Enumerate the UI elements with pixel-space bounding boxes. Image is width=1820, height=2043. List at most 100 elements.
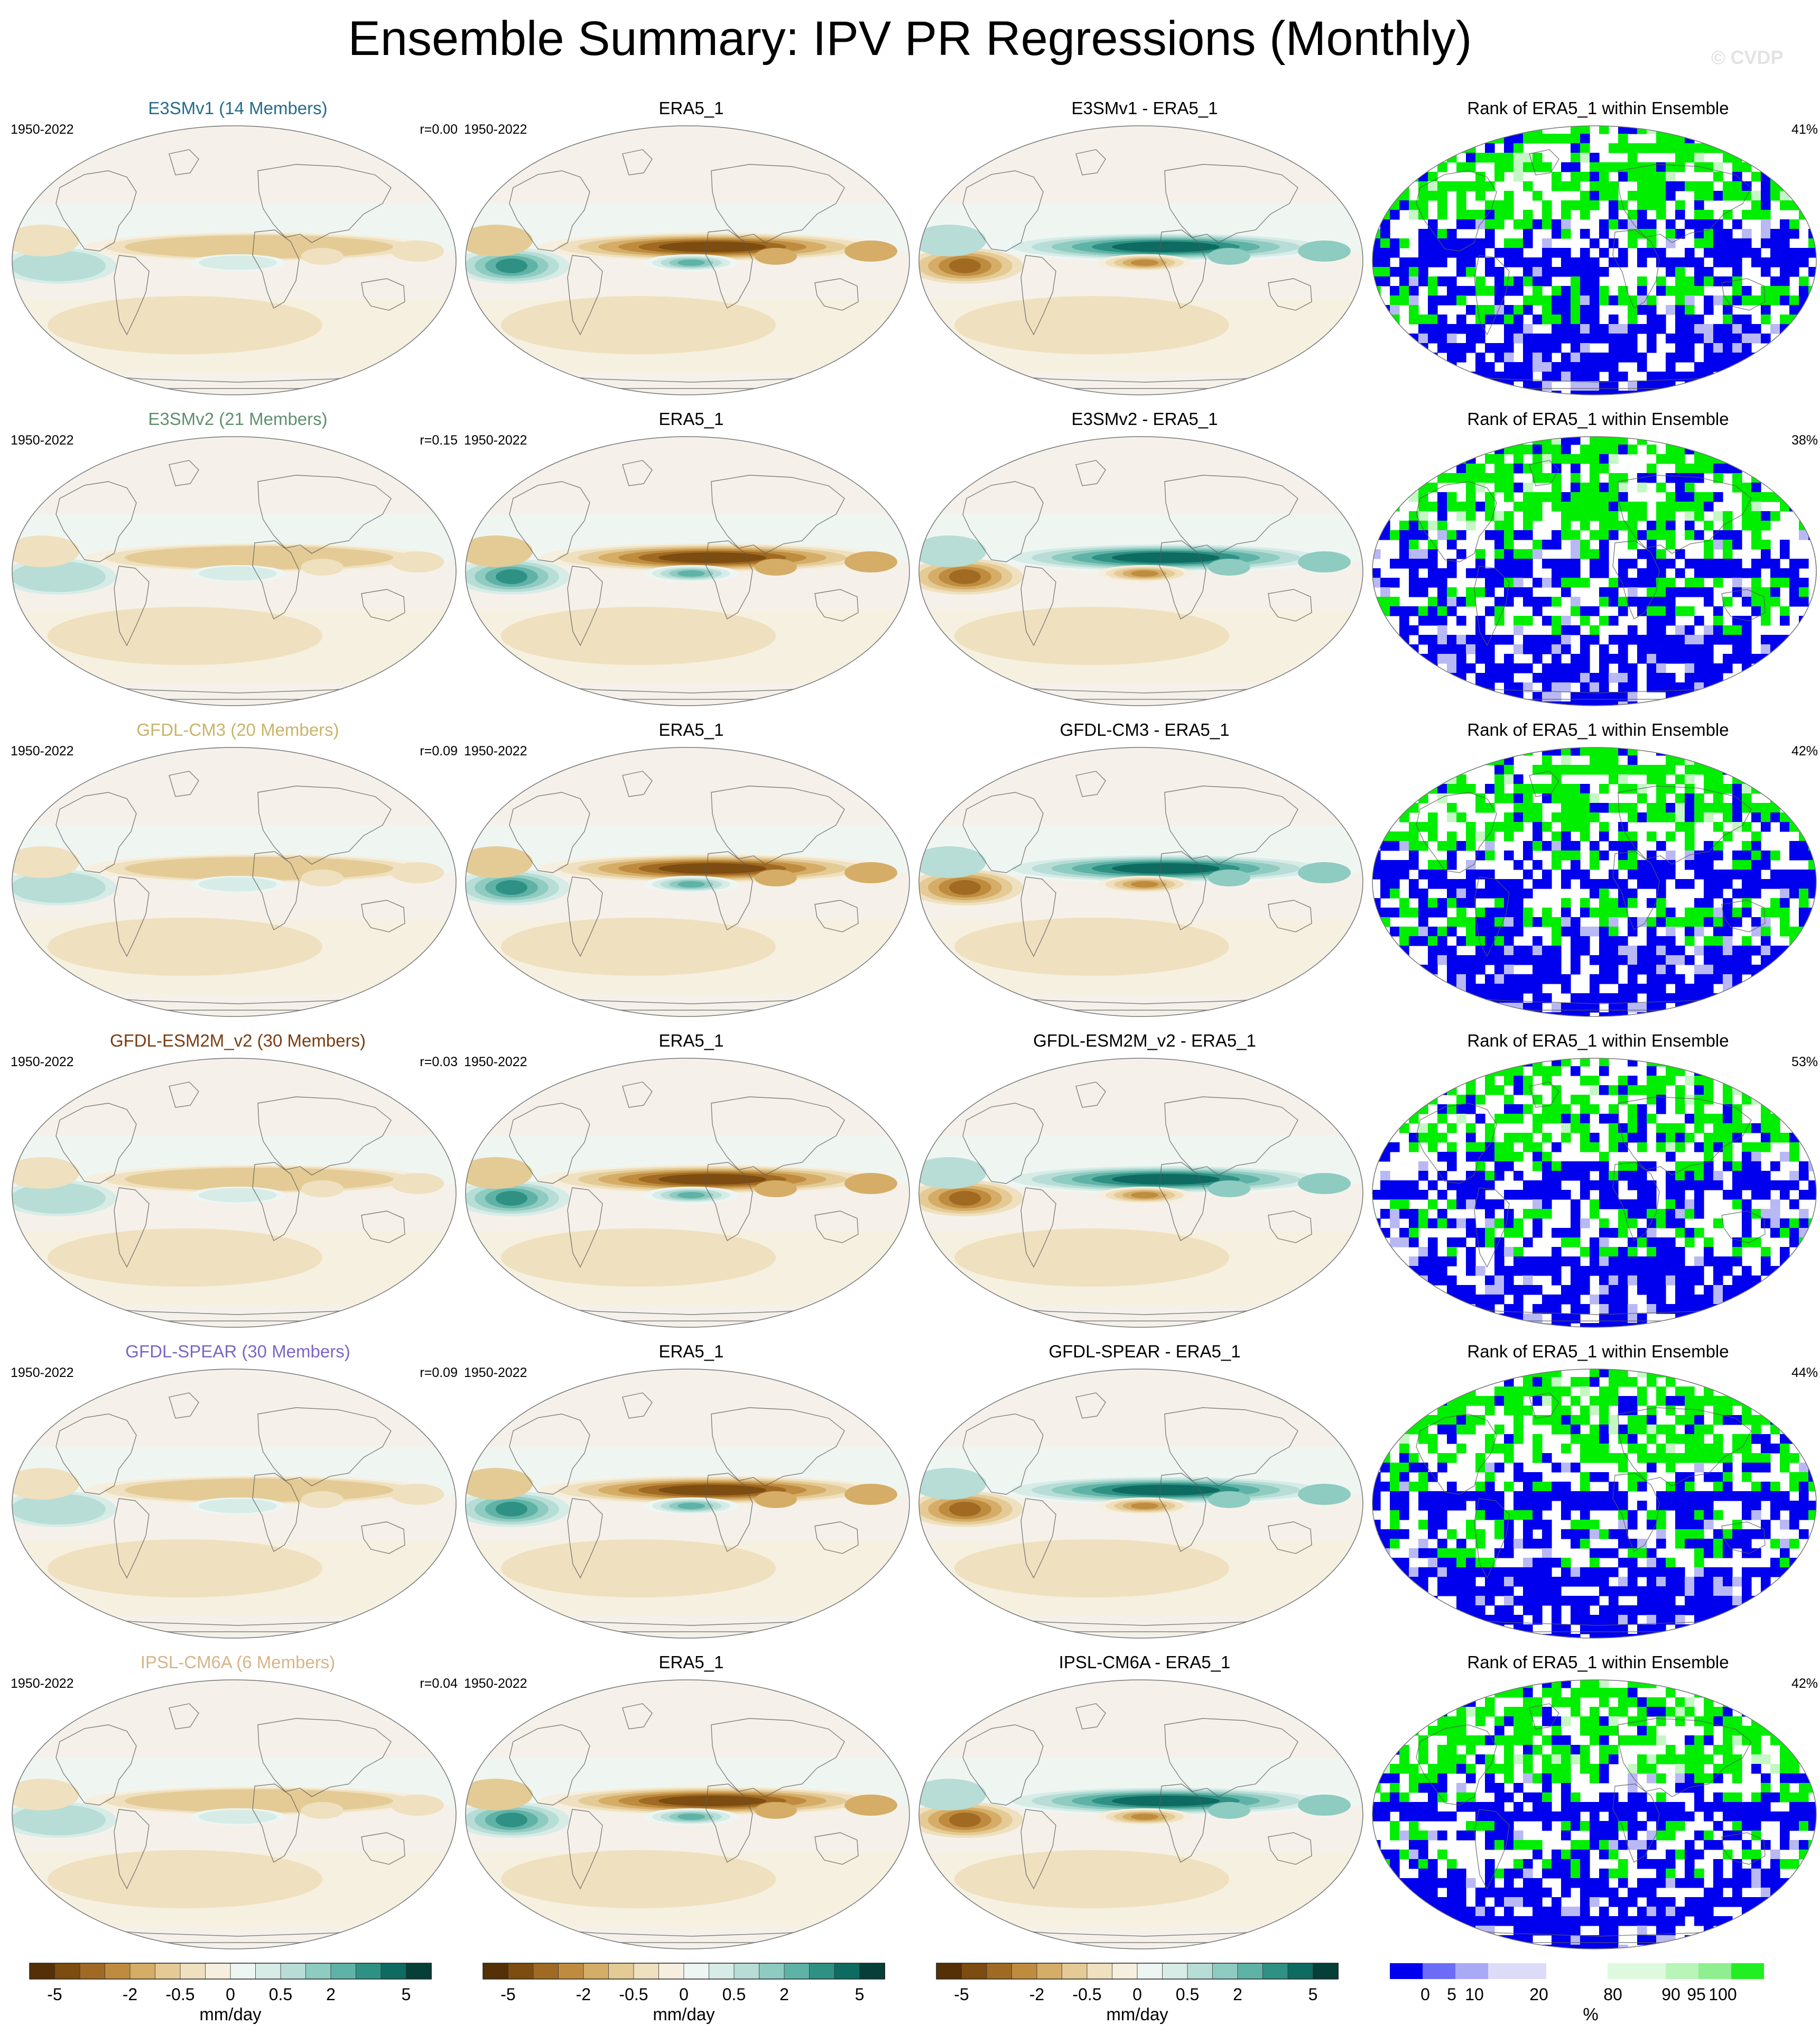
- panel-title: IPSL-CM6A (6 Members): [140, 1652, 336, 1672]
- map-panel-2-obs: ERA5_1 1950-2022: [464, 409, 918, 720]
- colorbar-bin: [809, 1963, 835, 1980]
- panel-title: IPSL-CM6A - ERA5_1: [1058, 1652, 1231, 1672]
- map-rank: [1372, 436, 1817, 706]
- map-rank: [1372, 125, 1817, 395]
- map-panel-3-obs: ERA5_1 1950-2022: [464, 719, 918, 1031]
- colorbar-bin: [105, 1963, 131, 1980]
- panel-title: ERA5_1: [658, 1652, 724, 1672]
- rank-tick-label: 100: [1708, 1985, 1737, 2004]
- rank-percent: 38%: [1791, 433, 1818, 448]
- map-panel-5-diff: GFDL-SPEAR - ERA5_1: [917, 1341, 1372, 1653]
- pattern-correlation: r=0.04: [420, 1676, 458, 1691]
- panel-title: Rank of ERA5_1 within Ensemble: [1467, 1342, 1729, 1361]
- colorbar-tick-label: 5: [402, 1985, 411, 2004]
- watermark: © CVDP: [1711, 47, 1784, 68]
- colorbar-pr-1: -5 -2 -0.5 0 0.5 2 5 mm/day: [11, 1961, 444, 2040]
- colorbar-bin: [230, 1963, 256, 1980]
- pattern-correlation: r=0.09: [420, 744, 458, 759]
- period-label: 1950-2022: [11, 1055, 74, 1069]
- colorbar-bin: [1287, 1963, 1314, 1980]
- colorbar-bin: [29, 1963, 55, 1980]
- panel-title: GFDL-ESM2M_v2 - ERA5_1: [1033, 1031, 1256, 1050]
- map-diff: [918, 1369, 1363, 1639]
- colorbar-bin: [936, 1963, 962, 1980]
- map-panel-5-rank: Rank of ERA5_1 within Ensemble 44%: [1371, 1341, 1820, 1653]
- colorbar-bin: [356, 1963, 382, 1980]
- colorbar-bin: [1237, 1963, 1264, 1980]
- rank-colorbar-bin: [1455, 1963, 1488, 1979]
- pattern-correlation: r=0.15: [420, 433, 458, 448]
- panel-title: GFDL-CM3 - ERA5_1: [1060, 720, 1230, 739]
- figure-title: Ensemble Summary: IPV PR Regressions (Mo…: [348, 12, 1472, 66]
- rank-colorbar-bin: [1390, 1963, 1423, 1979]
- map-panel-3-diff: GFDL-CM3 - ERA5_1: [917, 719, 1372, 1031]
- map-panel-5-model: GFDL-SPEAR (30 Members) 1950-2022 r=0.09: [11, 1341, 465, 1653]
- period-label: 1950-2022: [464, 433, 527, 448]
- panel-title: Rank of ERA5_1 within Ensemble: [1467, 1031, 1729, 1050]
- colorbar-tick-label: -2: [576, 1985, 591, 2004]
- colorbar-bin: [380, 1963, 407, 1980]
- map-panel-1-rank: Rank of ERA5_1 within Ensemble 41%: [1371, 98, 1820, 410]
- map-panel-4-obs: ERA5_1 1950-2022: [464, 1030, 918, 1342]
- map-panel-1-model: E3SMv1 (14 Members) 1950-2022 r=0.00: [11, 98, 465, 410]
- panel-title: Rank of ERA5_1 within Ensemble: [1467, 409, 1729, 429]
- colorbar-tick-label: 2: [779, 1985, 789, 2004]
- map-panel-2-rank: Rank of ERA5_1 within Ensemble 38%: [1371, 409, 1820, 720]
- map-rank: [1372, 1369, 1817, 1639]
- colorbar-tick-label: -0.5: [165, 1985, 194, 2004]
- rank-percent: 44%: [1791, 1365, 1818, 1380]
- panel-title: ERA5_1: [658, 1342, 724, 1361]
- panel-title: E3SMv1 (14 Members): [148, 98, 328, 118]
- colorbar-tick-label: 5: [855, 1985, 865, 2004]
- colorbar-bin: [54, 1963, 80, 1980]
- colorbar-tick-label: 5: [1308, 1985, 1318, 2004]
- rank-colorbar-bin: [1488, 1963, 1546, 1979]
- period-label: 1950-2022: [11, 744, 74, 759]
- colorbar-bin: [658, 1963, 684, 1980]
- panel-title: Rank of ERA5_1 within Ensemble: [1467, 98, 1729, 118]
- panel-title: E3SMv1 - ERA5_1: [1071, 98, 1218, 118]
- map-obs: [465, 436, 910, 706]
- period-label: 1950-2022: [11, 122, 74, 137]
- map-panel-4-diff: GFDL-ESM2M_v2 - ERA5_1: [917, 1030, 1372, 1342]
- colorbar-bin: [1011, 1963, 1037, 1980]
- map-diff: [918, 1679, 1363, 1949]
- colorbar-tick-label: -2: [1029, 1985, 1044, 2004]
- map-diff: [918, 436, 1363, 706]
- colorbar-tick-label: 0.5: [1176, 1985, 1199, 2004]
- rank-percent: 42%: [1791, 744, 1818, 759]
- colorbar-bin: [155, 1963, 181, 1980]
- map-obs: [465, 747, 910, 1017]
- panel-title: GFDL-SPEAR - ERA5_1: [1048, 1342, 1241, 1361]
- colorbar-tick-label: 0.5: [269, 1985, 292, 2004]
- map-obs: [465, 1058, 910, 1328]
- colorbar-bin: [683, 1963, 710, 1980]
- colorbar-bin: [1112, 1963, 1138, 1980]
- panel-title: ERA5_1: [658, 409, 724, 429]
- map-panel-3-rank: Rank of ERA5_1 within Ensemble 42%: [1371, 719, 1820, 1031]
- colorbar-bin: [79, 1963, 106, 1980]
- colorbar-tick-label: 0: [226, 1985, 235, 2004]
- colorbar-bin: [759, 1963, 785, 1980]
- colorbar-bin: [129, 1963, 156, 1980]
- map-panel-1-diff: E3SMv1 - ERA5_1: [917, 98, 1372, 410]
- colorbar-bin: [583, 1963, 609, 1980]
- map-panel-2-diff: E3SMv2 - ERA5_1: [917, 409, 1372, 720]
- colorbar-bin: [508, 1963, 534, 1980]
- colorbar-bin: [961, 1963, 987, 1980]
- map-model: [12, 436, 457, 706]
- map-panel-2-model: E3SMv2 (21 Members) 1950-2022 r=0.15: [11, 409, 465, 720]
- map-diff: [918, 747, 1363, 1017]
- panel-title: ERA5_1: [658, 720, 724, 739]
- map-rank: [1372, 1679, 1817, 1949]
- map-panel-4-model: GFDL-ESM2M_v2 (30 Members) 1950-2022 r=0.0…: [11, 1030, 465, 1342]
- rank-colorbar-bin: [1666, 1963, 1698, 1979]
- colorbar-bin: [330, 1963, 357, 1980]
- panel-title: Rank of ERA5_1 within Ensemble: [1467, 1652, 1729, 1672]
- colorbar-tick-label: 2: [326, 1985, 336, 2004]
- rank-percent: 42%: [1791, 1676, 1818, 1691]
- colorbar-pr-3: -5 -2 -0.5 0 0.5 2 5 mm/day: [917, 1961, 1351, 2040]
- period-label: 1950-2022: [464, 1055, 527, 1069]
- map-model: [12, 747, 457, 1017]
- colorbar-bin: [1036, 1963, 1063, 1980]
